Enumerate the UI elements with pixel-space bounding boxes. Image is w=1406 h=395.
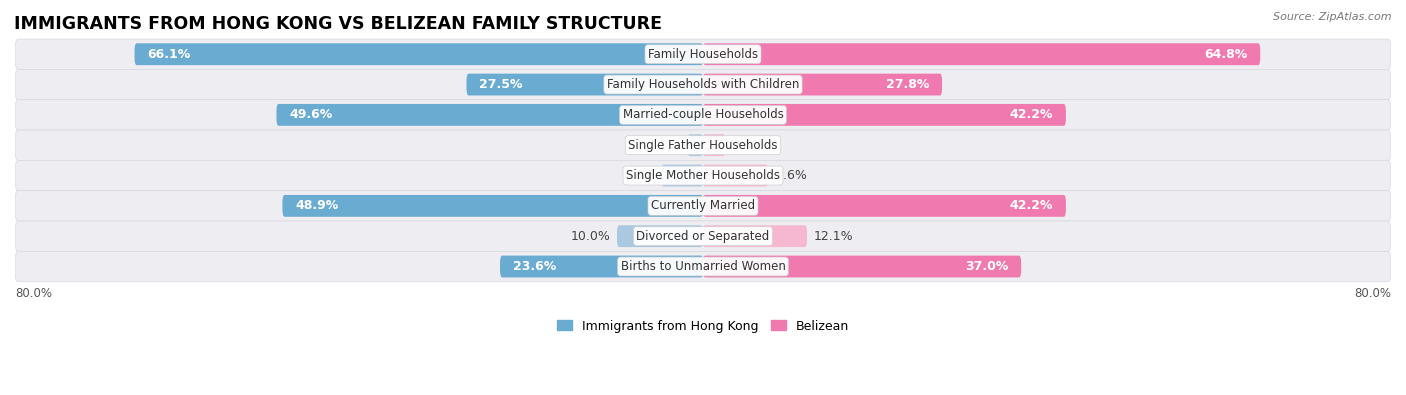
Text: Family Households: Family Households [648, 48, 758, 61]
FancyBboxPatch shape [501, 256, 703, 277]
Text: Single Father Households: Single Father Households [628, 139, 778, 152]
Text: Family Households with Children: Family Households with Children [607, 78, 799, 91]
FancyBboxPatch shape [688, 134, 703, 156]
Text: Currently Married: Currently Married [651, 199, 755, 213]
Text: 27.5%: 27.5% [479, 78, 523, 91]
FancyBboxPatch shape [703, 195, 1066, 217]
Text: 1.8%: 1.8% [648, 139, 681, 152]
FancyBboxPatch shape [703, 256, 1021, 277]
Text: 66.1%: 66.1% [148, 48, 191, 61]
Text: Divorced or Separated: Divorced or Separated [637, 229, 769, 243]
Text: 2.6%: 2.6% [733, 139, 763, 152]
Text: 48.9%: 48.9% [295, 199, 339, 213]
Text: 23.6%: 23.6% [513, 260, 557, 273]
Text: Births to Unmarried Women: Births to Unmarried Women [620, 260, 786, 273]
FancyBboxPatch shape [703, 73, 942, 96]
Text: 49.6%: 49.6% [290, 108, 333, 121]
FancyBboxPatch shape [15, 39, 1391, 70]
FancyBboxPatch shape [15, 221, 1391, 251]
Text: 42.2%: 42.2% [1010, 199, 1053, 213]
FancyBboxPatch shape [467, 73, 703, 96]
FancyBboxPatch shape [15, 251, 1391, 282]
Text: IMMIGRANTS FROM HONG KONG VS BELIZEAN FAMILY STRUCTURE: IMMIGRANTS FROM HONG KONG VS BELIZEAN FA… [14, 15, 662, 33]
FancyBboxPatch shape [15, 130, 1391, 160]
Text: 37.0%: 37.0% [965, 260, 1008, 273]
Text: Source: ZipAtlas.com: Source: ZipAtlas.com [1274, 12, 1392, 22]
FancyBboxPatch shape [617, 225, 703, 247]
Text: 12.1%: 12.1% [814, 229, 853, 243]
FancyBboxPatch shape [135, 43, 703, 65]
FancyBboxPatch shape [662, 165, 703, 186]
FancyBboxPatch shape [15, 70, 1391, 100]
Text: Single Mother Households: Single Mother Households [626, 169, 780, 182]
Text: 42.2%: 42.2% [1010, 108, 1053, 121]
Text: 4.8%: 4.8% [623, 169, 655, 182]
Text: Married-couple Households: Married-couple Households [623, 108, 783, 121]
FancyBboxPatch shape [703, 225, 807, 247]
Text: 27.8%: 27.8% [886, 78, 929, 91]
FancyBboxPatch shape [277, 104, 703, 126]
Text: 10.0%: 10.0% [571, 229, 610, 243]
FancyBboxPatch shape [15, 160, 1391, 191]
Text: 80.0%: 80.0% [1354, 287, 1391, 300]
FancyBboxPatch shape [15, 100, 1391, 130]
Text: 80.0%: 80.0% [15, 287, 52, 300]
Legend: Immigrants from Hong Kong, Belizean: Immigrants from Hong Kong, Belizean [553, 314, 853, 338]
Text: 64.8%: 64.8% [1204, 48, 1247, 61]
FancyBboxPatch shape [703, 165, 768, 186]
FancyBboxPatch shape [703, 134, 725, 156]
FancyBboxPatch shape [703, 43, 1260, 65]
FancyBboxPatch shape [15, 191, 1391, 221]
Text: 7.6%: 7.6% [775, 169, 807, 182]
FancyBboxPatch shape [703, 104, 1066, 126]
FancyBboxPatch shape [283, 195, 703, 217]
